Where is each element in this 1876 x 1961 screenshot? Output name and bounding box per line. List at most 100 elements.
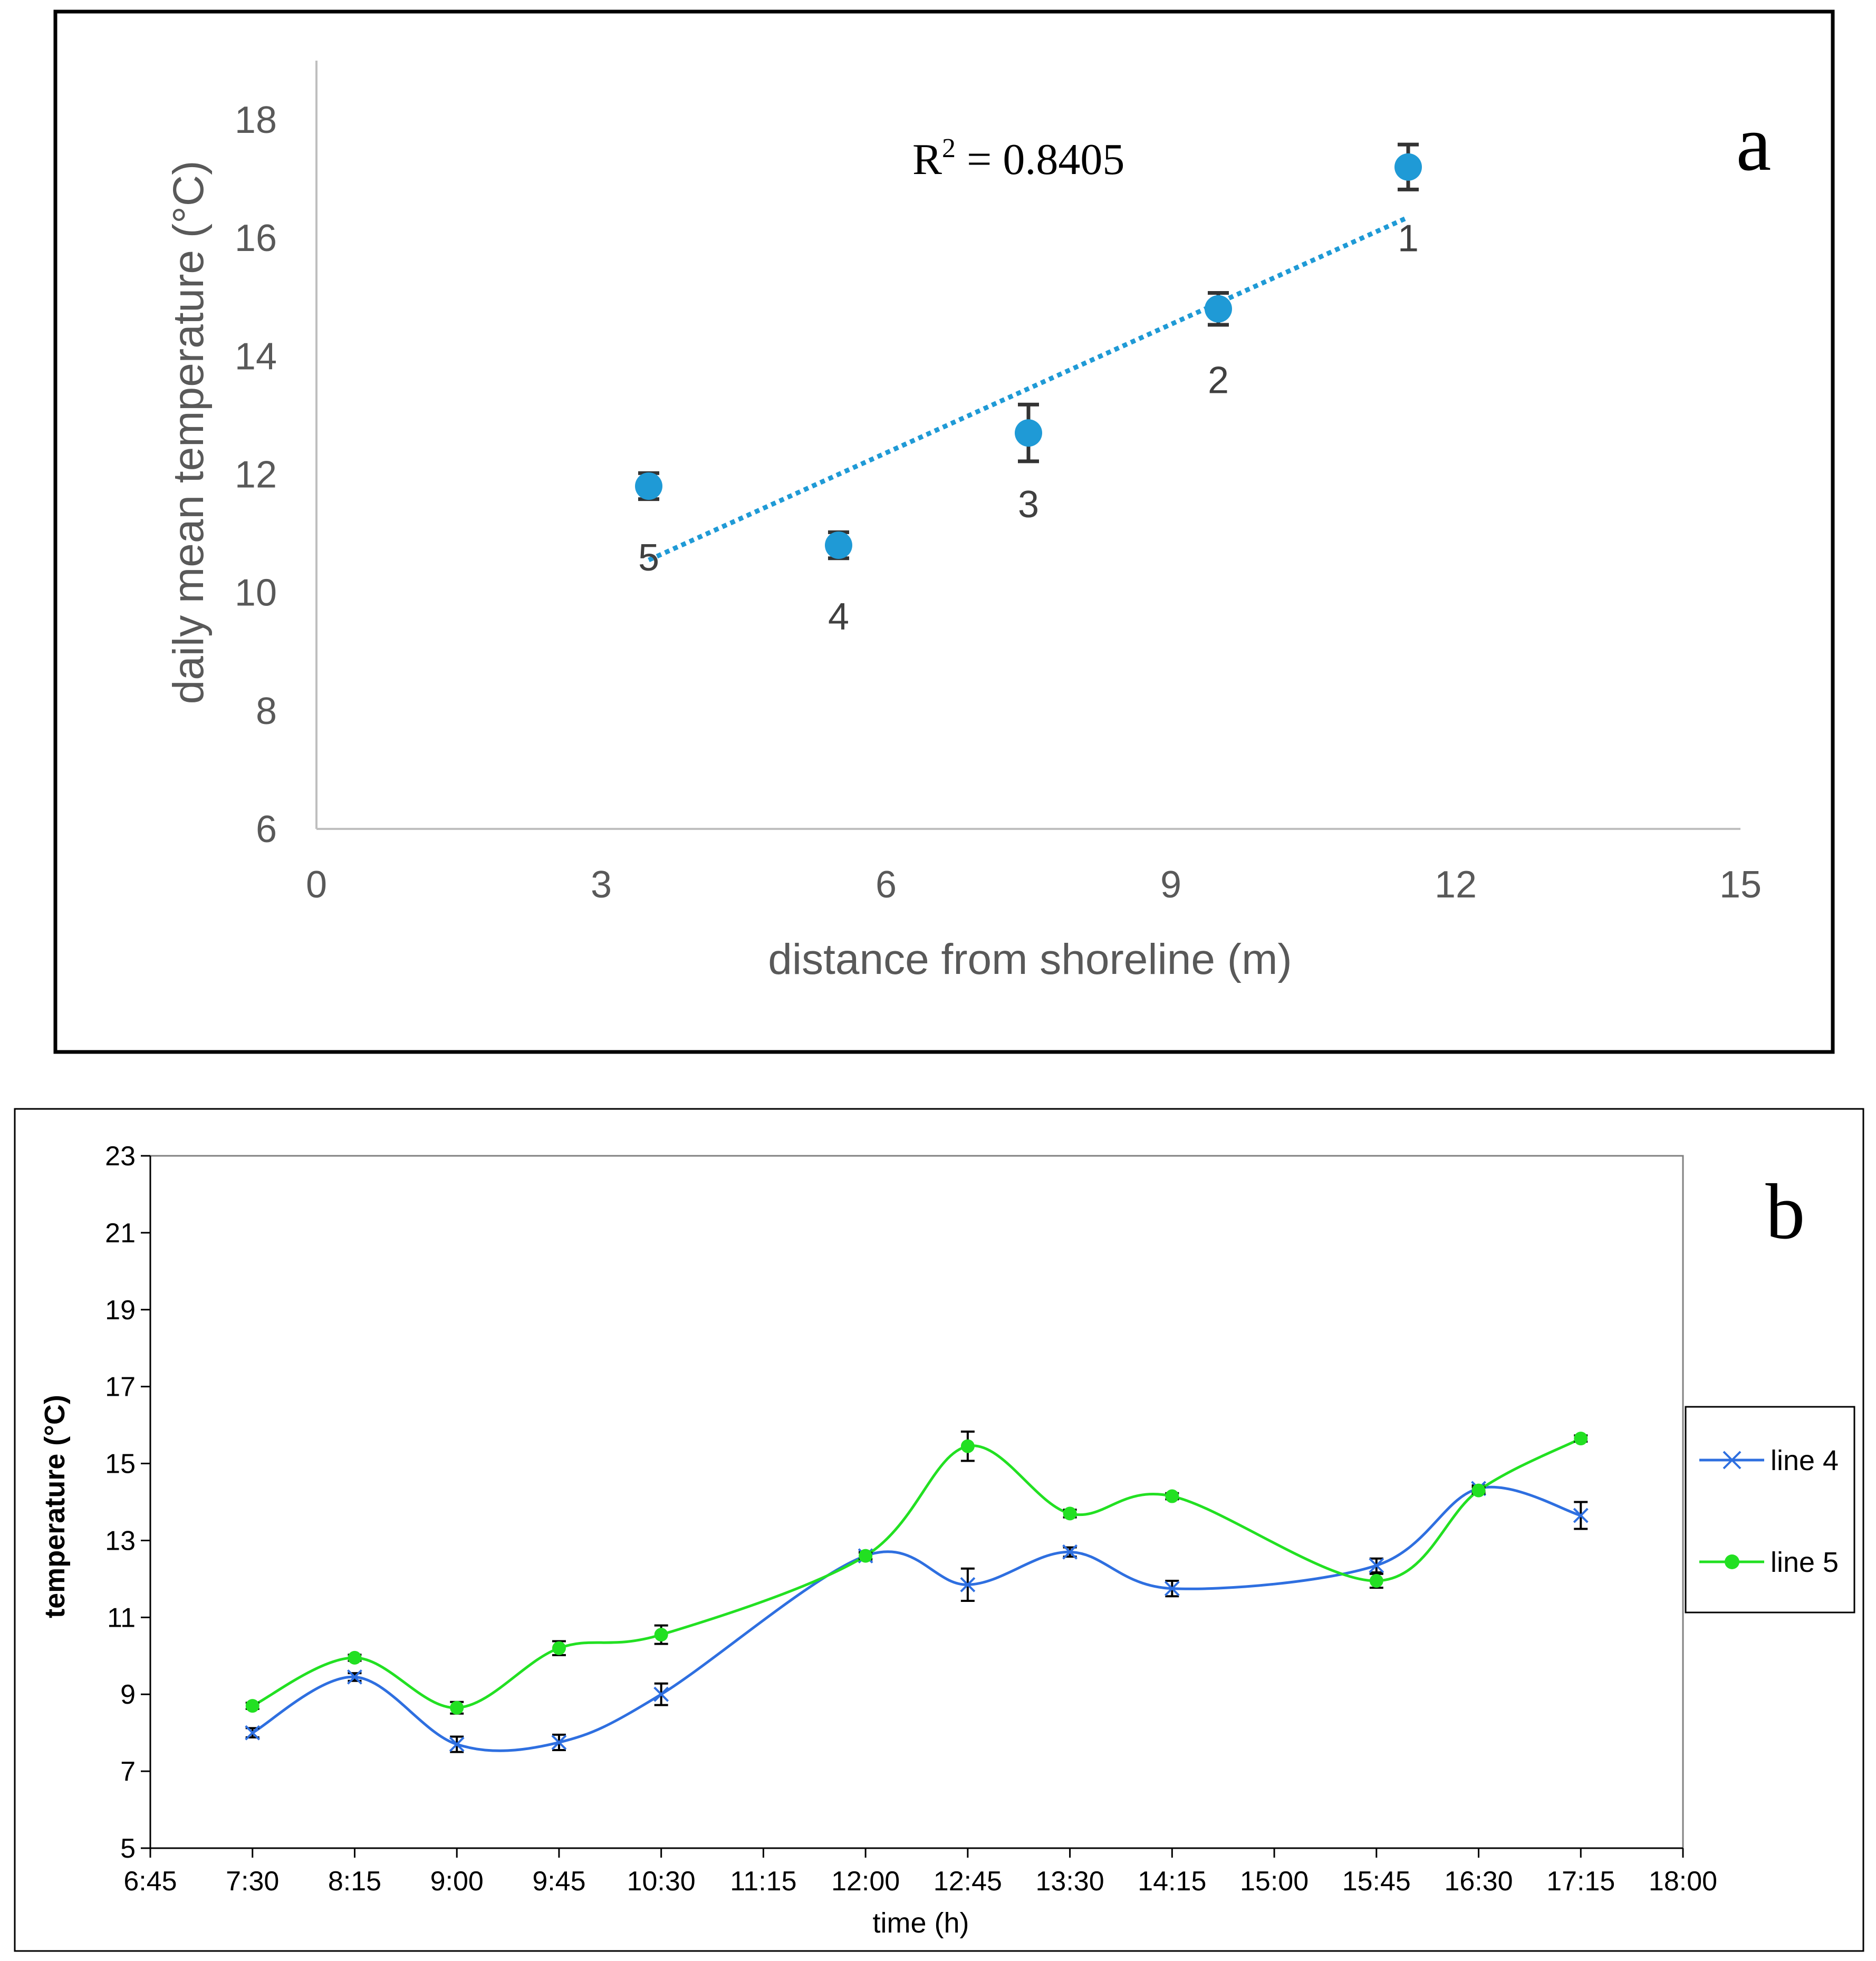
data-point-3 — [1015, 419, 1042, 447]
panel-b-legend: line 4 line 5 — [1685, 1406, 1855, 1614]
data-point — [1471, 1483, 1486, 1498]
data-point — [348, 1650, 362, 1665]
panel-b-y-tick-label: 9 — [120, 1679, 136, 1710]
data-point — [960, 1577, 976, 1592]
panel-a-y-ticks: 6 8 10 12 14 16 18 — [235, 99, 277, 851]
data-point-1 — [1394, 153, 1422, 181]
panel-b-frame — [14, 1108, 1864, 1952]
panel-b-x-tick-label: 12:00 — [831, 1866, 900, 1897]
panel-a-x-tick-label: 9 — [1160, 864, 1181, 906]
panel-b-series — [245, 1431, 1589, 1753]
panel-a-letter: a — [1736, 100, 1772, 187]
panel-b-y-tick-label: 21 — [105, 1218, 136, 1249]
data-point — [1062, 1544, 1078, 1560]
data-point-2 — [1205, 295, 1232, 323]
data-point-label-1: 1 — [1398, 218, 1419, 260]
panel-b-y-tick-label: 17 — [105, 1372, 136, 1403]
panel-a-trendline — [648, 215, 1409, 563]
panel-b-x-tick-label: 11:15 — [730, 1866, 796, 1897]
panel-b-y-ticks: 5 7 9 11 13 15 17 19 21 23 — [105, 1141, 150, 1864]
data-point — [859, 1549, 873, 1563]
series-line — [252, 1485, 1581, 1752]
panel-b-y-tick-label: 15 — [105, 1449, 136, 1480]
panel-a-x-axis-title: distance from shoreline (m) — [768, 935, 1292, 983]
panel-b-x-tick-label: 16:30 — [1444, 1866, 1513, 1897]
data-point-label-3: 3 — [1018, 484, 1039, 526]
data-point — [245, 1725, 261, 1741]
data-point — [960, 1439, 975, 1453]
data-point — [1573, 1508, 1589, 1523]
legend-box — [1685, 1406, 1855, 1614]
trendline — [648, 215, 1409, 563]
legend-line-5-marker — [1725, 1554, 1739, 1569]
data-point-label-4: 4 — [828, 596, 849, 638]
legend-line-5-label: line 5 — [1771, 1547, 1839, 1578]
panel-b-x-ticks: 6:45 7:30 8:15 9:00 9:45 10:30 11:15 12:00 12:45… — [123, 1848, 1717, 1897]
data-point — [1574, 1432, 1588, 1446]
series-line-5 — [245, 1431, 1588, 1715]
data-point — [1164, 1581, 1180, 1597]
data-point — [1165, 1489, 1179, 1503]
panel-b-x-tick-label: 9:00 — [430, 1866, 484, 1897]
data-point — [449, 1736, 465, 1752]
panel-b-y-tick-label: 7 — [120, 1756, 136, 1787]
panel-b-x-tick-label: 15:00 — [1240, 1866, 1309, 1897]
panel-a-points: 1 2 3 4 5 — [635, 142, 1422, 638]
data-point-label-2: 2 — [1208, 360, 1229, 402]
panel-b: 5 7 9 11 13 15 17 19 21 23 6:45 7:30 8:15 9:00 9:45 10… — [14, 1108, 1864, 1952]
panel-b-x-axis-title: time (h) — [872, 1907, 969, 1939]
r-squared-base: R — [912, 135, 942, 184]
series-line-4 — [245, 1481, 1589, 1753]
panel-b-y-tick-label: 19 — [105, 1295, 136, 1326]
panel-b-x-tick-label: 7:30 — [226, 1866, 279, 1897]
panel-b-x-tick-label: 12:45 — [934, 1866, 1002, 1897]
panel-a-x-tick-label: 6 — [876, 864, 897, 906]
panel-b-letter: b — [1766, 1168, 1805, 1255]
panel-a-x-tick-label: 15 — [1719, 864, 1762, 906]
panel-a-x-tick-label: 0 — [306, 864, 327, 906]
panel-b-x-tick-label: 9:45 — [532, 1866, 585, 1897]
panel-b-x-tick-label: 10:30 — [627, 1866, 696, 1897]
data-point — [347, 1669, 362, 1685]
legend-line-4-marker — [1723, 1451, 1742, 1470]
data-point — [450, 1701, 464, 1715]
panel-a-x-ticks: 0 3 6 9 12 15 — [306, 864, 1762, 906]
panel-b-y-tick-label: 11 — [107, 1602, 136, 1633]
data-point — [1063, 1506, 1077, 1521]
panel-b-x-tick-label: 15:45 — [1342, 1866, 1411, 1897]
panel-a-y-tick-label: 12 — [235, 454, 277, 496]
r-squared-value: = 0.8405 — [956, 135, 1124, 184]
panel-a-y-axis-title: daily mean temperature (°C) — [165, 161, 213, 704]
panel-b-x-tick-label: 13:30 — [1036, 1866, 1104, 1897]
data-point-4 — [825, 532, 852, 559]
panel-a-y-tick-label: 8 — [256, 690, 277, 732]
legend-line-4-label: line 4 — [1771, 1445, 1839, 1476]
panel-a-y-tick-label: 10 — [235, 572, 277, 614]
panel-a-y-tick-label: 14 — [235, 335, 277, 378]
r-squared-annotation: R2 = 0.8405 — [912, 133, 1124, 184]
panel-b-x-tick-label: 18:00 — [1649, 1866, 1717, 1897]
panel-a-x-tick-label: 12 — [1435, 864, 1477, 906]
data-point — [551, 1734, 567, 1750]
panel-a-frame — [53, 9, 1835, 1054]
panel-b-x-tick-label: 6:45 — [123, 1866, 177, 1897]
data-point-label-5: 5 — [638, 537, 659, 579]
panel-b-x-tick-label: 14:15 — [1138, 1866, 1206, 1897]
data-point — [1369, 1558, 1384, 1573]
panel-a-y-tick-label: 6 — [256, 808, 277, 851]
panel-b-y-axis-title: temperature (°C) — [39, 1395, 71, 1618]
data-point-5 — [635, 472, 662, 500]
panel-b-y-tick-label: 23 — [105, 1141, 136, 1172]
data-point — [653, 1686, 669, 1702]
panel-b-x-tick-label: 8:15 — [328, 1866, 381, 1897]
panel-b-x-tick-label: 17:15 — [1546, 1866, 1615, 1897]
data-point — [1369, 1574, 1383, 1588]
panel-a-y-tick-label: 16 — [235, 217, 277, 259]
data-point — [654, 1628, 668, 1642]
panel-b-y-tick-label: 13 — [105, 1525, 136, 1556]
r-squared-sup: 2 — [942, 133, 956, 163]
panel-a-y-tick-label: 18 — [235, 99, 277, 141]
data-point — [552, 1641, 566, 1655]
